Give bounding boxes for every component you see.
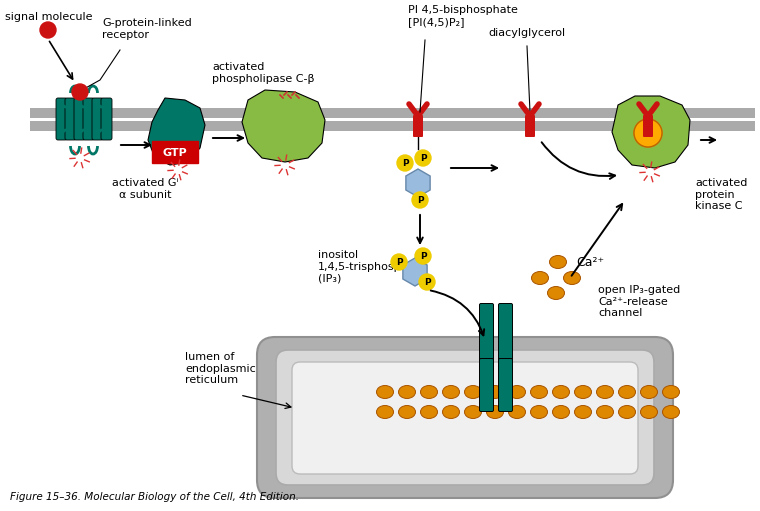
Polygon shape bbox=[148, 98, 205, 165]
Ellipse shape bbox=[530, 385, 547, 399]
Bar bbox=[30, 121, 755, 131]
FancyBboxPatch shape bbox=[92, 98, 103, 140]
Ellipse shape bbox=[641, 406, 657, 419]
FancyBboxPatch shape bbox=[292, 362, 638, 474]
Polygon shape bbox=[242, 90, 325, 162]
Ellipse shape bbox=[553, 406, 569, 419]
FancyBboxPatch shape bbox=[480, 359, 493, 411]
FancyBboxPatch shape bbox=[413, 115, 423, 137]
FancyBboxPatch shape bbox=[499, 304, 512, 371]
FancyBboxPatch shape bbox=[74, 98, 85, 140]
Text: Figure 15–36. Molecular Biology of the Cell, 4th Edition.: Figure 15–36. Molecular Biology of the C… bbox=[10, 492, 299, 502]
Ellipse shape bbox=[575, 406, 591, 419]
Ellipse shape bbox=[575, 385, 591, 399]
FancyBboxPatch shape bbox=[480, 304, 493, 371]
Ellipse shape bbox=[442, 406, 460, 419]
FancyBboxPatch shape bbox=[56, 98, 67, 140]
FancyBboxPatch shape bbox=[276, 350, 654, 485]
Circle shape bbox=[634, 119, 662, 147]
FancyBboxPatch shape bbox=[101, 98, 112, 140]
Circle shape bbox=[391, 254, 407, 270]
Ellipse shape bbox=[531, 271, 549, 285]
Polygon shape bbox=[403, 258, 427, 286]
Text: P: P bbox=[420, 154, 426, 163]
Ellipse shape bbox=[464, 406, 482, 419]
Ellipse shape bbox=[420, 406, 438, 419]
Ellipse shape bbox=[619, 385, 635, 399]
Text: P: P bbox=[420, 252, 426, 261]
Text: P: P bbox=[402, 159, 408, 168]
Text: signal molecule: signal molecule bbox=[5, 12, 93, 22]
Ellipse shape bbox=[508, 385, 525, 399]
Ellipse shape bbox=[530, 406, 547, 419]
Ellipse shape bbox=[597, 385, 613, 399]
Ellipse shape bbox=[398, 385, 416, 399]
Ellipse shape bbox=[549, 256, 566, 268]
FancyBboxPatch shape bbox=[643, 115, 653, 137]
Ellipse shape bbox=[486, 406, 503, 419]
Ellipse shape bbox=[376, 385, 394, 399]
Text: activated
phospholipase C-β: activated phospholipase C-β bbox=[212, 62, 315, 84]
Circle shape bbox=[634, 119, 662, 147]
Text: P: P bbox=[416, 196, 423, 205]
Ellipse shape bbox=[486, 385, 503, 399]
FancyBboxPatch shape bbox=[83, 98, 94, 140]
Ellipse shape bbox=[563, 271, 581, 285]
Circle shape bbox=[40, 22, 56, 38]
Text: GTP: GTP bbox=[163, 148, 188, 158]
FancyBboxPatch shape bbox=[499, 359, 512, 411]
Text: open IP₃-gated
Ca²⁺-release
channel: open IP₃-gated Ca²⁺-release channel bbox=[598, 285, 680, 318]
Ellipse shape bbox=[547, 287, 565, 299]
Ellipse shape bbox=[553, 385, 569, 399]
Ellipse shape bbox=[508, 406, 525, 419]
Polygon shape bbox=[612, 96, 690, 168]
FancyBboxPatch shape bbox=[257, 337, 673, 498]
FancyBboxPatch shape bbox=[525, 115, 535, 137]
Text: activated
protein
kinase C: activated protein kinase C bbox=[695, 178, 747, 211]
Ellipse shape bbox=[663, 385, 679, 399]
Ellipse shape bbox=[398, 406, 416, 419]
Ellipse shape bbox=[376, 406, 394, 419]
FancyBboxPatch shape bbox=[65, 98, 76, 140]
Ellipse shape bbox=[420, 385, 438, 399]
Text: inositol
1,4,5-trisphosphate
(IP₃): inositol 1,4,5-trisphosphate (IP₃) bbox=[318, 250, 427, 283]
Circle shape bbox=[72, 84, 88, 100]
Text: lumen of
endoplasmic
reticulum: lumen of endoplasmic reticulum bbox=[185, 352, 256, 385]
Text: diacylglycerol: diacylglycerol bbox=[488, 28, 565, 38]
Circle shape bbox=[415, 150, 431, 166]
Circle shape bbox=[415, 248, 431, 264]
Text: activated Gⁱ
α subunit: activated Gⁱ α subunit bbox=[112, 178, 179, 200]
Text: G-protein-linked
receptor: G-protein-linked receptor bbox=[102, 18, 192, 39]
Circle shape bbox=[412, 192, 428, 208]
Bar bbox=[30, 108, 755, 118]
Text: P: P bbox=[396, 258, 402, 267]
FancyBboxPatch shape bbox=[152, 141, 198, 163]
Text: PI 4,5-bisphosphate
[PI(4,5)P₂]: PI 4,5-bisphosphate [PI(4,5)P₂] bbox=[408, 5, 518, 27]
Text: Ca²⁺: Ca²⁺ bbox=[576, 256, 604, 268]
Ellipse shape bbox=[597, 406, 613, 419]
Ellipse shape bbox=[641, 385, 657, 399]
Ellipse shape bbox=[464, 385, 482, 399]
Circle shape bbox=[397, 155, 413, 171]
Polygon shape bbox=[406, 169, 430, 197]
Ellipse shape bbox=[442, 385, 460, 399]
Text: P: P bbox=[423, 278, 430, 287]
Circle shape bbox=[419, 274, 435, 290]
Ellipse shape bbox=[663, 406, 679, 419]
Ellipse shape bbox=[619, 406, 635, 419]
